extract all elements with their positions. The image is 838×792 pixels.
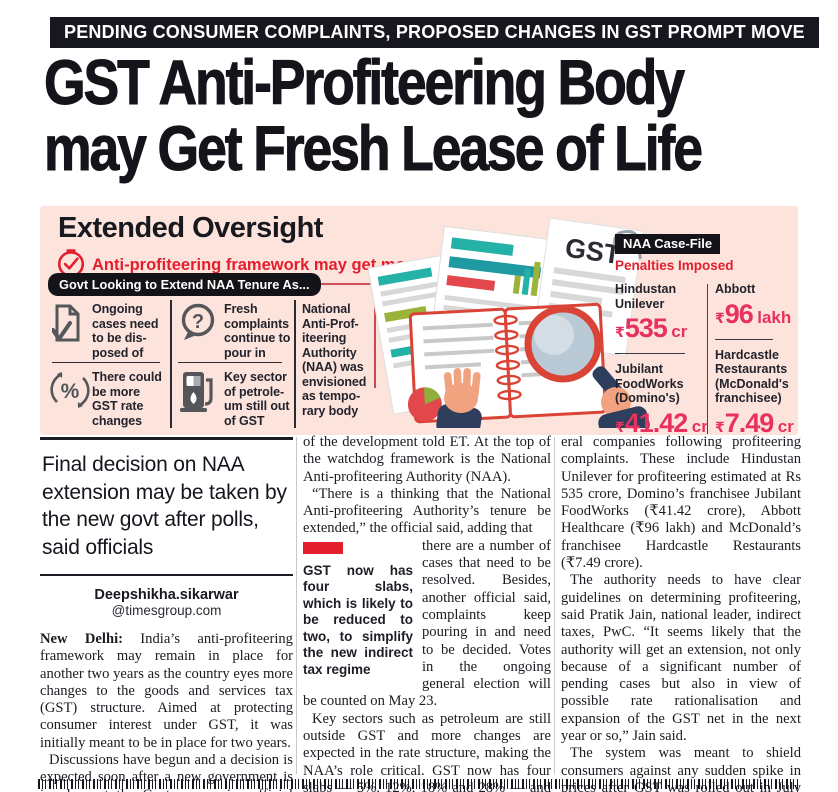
pull-quote-bar — [303, 541, 343, 554]
penalty-company: Hardcastle Restaurants (McDonald's franc… — [715, 347, 789, 406]
byline: Deepshikha.sikarwar @timesgroup.com — [40, 576, 293, 631]
casefile-subtitle: Penalties Imposed — [615, 258, 734, 273]
headline-line-2: may Get Fresh Lease of Life — [44, 114, 704, 184]
paragraph: “There is a thinking that the National A… — [303, 485, 551, 537]
naa-casefile-panel: NAA Case-File Penalties Imposed Hindusta… — [615, 234, 794, 442]
reason-petroleum: Key sector of petrole-um still out of GS… — [224, 370, 290, 428]
paragraph: New Delhi: India’s anti-profiteering fra… — [40, 631, 293, 751]
casefile-entry: Abbott ₹96 lakh — [715, 282, 793, 330]
divider — [178, 362, 282, 363]
penalty-company: Abbott — [715, 282, 756, 296]
rupee-symbol: ₹ — [615, 324, 625, 340]
infographic-panel: Extended Oversight Anti-profiteering fra… — [40, 206, 798, 438]
svg-text:%: % — [61, 380, 80, 403]
penalty-amount: ₹7.49 cr — [715, 407, 794, 438]
byline-author: Deepshikha.sikarwar — [94, 587, 239, 603]
dateline: New Delhi: — [40, 631, 123, 647]
divider — [715, 338, 773, 340]
article-text: eral companies following profiteering co… — [561, 434, 801, 792]
paragraph: eral companies following profiteering co… — [561, 434, 801, 572]
article-column-1: Final decision on NAA extension may be t… — [40, 437, 293, 792]
penalty-company: Hindustan Unilever — [615, 282, 677, 311]
kicker-banner: PENDING CONSUMER COMPLAINTS, PROPOSED CH… — [50, 17, 819, 48]
paragraph: there are a number of cases that need to… — [303, 537, 551, 710]
reason-fresh-complaints: Fresh complaints continue to pour in — [224, 302, 291, 360]
article-column-2: of the development told ET. At the top o… — [303, 434, 551, 792]
document-check-icon — [52, 304, 80, 342]
infographic-title: Extended Oversight — [58, 212, 323, 244]
penalty-amount: ₹535 cr — [615, 313, 688, 343]
percent-cycle-icon: % — [50, 372, 90, 408]
question-bubble-icon: ? — [181, 303, 215, 340]
govt-banner: Govt Looking to Extend NAA Tenure As... — [48, 273, 321, 296]
column-rule — [554, 437, 555, 774]
paragraph: The authority needs to have clear guidel… — [561, 572, 801, 745]
reasons-grid: Ongoing cases need to be dis-posed of % … — [50, 300, 372, 428]
divider — [294, 300, 296, 428]
article-column-3: eral companies following profiteering co… — [561, 434, 801, 792]
clock-icon — [57, 249, 85, 278]
svg-text:?: ? — [192, 311, 204, 333]
reason-rate-changes: There could be more GST rate changes — [92, 370, 162, 428]
column-rule — [296, 437, 297, 774]
rupee-symbol: ₹ — [615, 418, 625, 435]
divider — [40, 437, 293, 440]
headline-line-1: GST Anti-Profiteering Body — [44, 48, 686, 118]
byline-handle: @timesgroup.com — [111, 603, 222, 618]
rupee-symbol: ₹ — [715, 309, 725, 326]
divider — [170, 300, 172, 428]
standfirst: Final decision on NAA extension may be t… — [42, 453, 287, 559]
pull-quote-text: GST now has four slabs, which is likely … — [303, 562, 413, 677]
casefile-entry: Hindustan Unilever ₹535 cr — [615, 282, 703, 344]
penalty-company: Jubilant FoodWorks (Domino's) — [615, 362, 684, 405]
casefile-title: NAA Case-File — [615, 234, 721, 254]
divider — [52, 362, 160, 363]
casefile-grid: Hindustan Unilever ₹535 cr Jubilant Food… — [615, 282, 794, 442]
article-text: of the development told ET. At the top o… — [303, 434, 551, 792]
casefile-entry: Hardcastle Restaurants (McDonald's franc… — [715, 347, 794, 439]
penalty-amount: ₹96 lakh — [715, 298, 792, 329]
reason-ongoing-cases: Ongoing cases need to be dis-posed of — [92, 302, 159, 360]
paragraph: of the development told ET. At the top o… — [303, 434, 551, 485]
article-text: New Delhi: India’s anti-profiteering fra… — [40, 631, 293, 792]
casefile-column-left: Hindustan Unilever ₹535 cr Jubilant Food… — [615, 282, 708, 439]
casefile-column-right: Abbott ₹96 lakh Hardcastle Restaurants (… — [715, 282, 794, 439]
casefile-entry: Jubilant FoodWorks (Domino's) ₹41.42 cr — [615, 362, 708, 439]
divider — [40, 574, 293, 576]
fuel-pump-icon — [180, 372, 213, 412]
pull-quote: GST now has four slabs, which is likely … — [303, 541, 413, 679]
divider — [707, 284, 708, 434]
barcode-strip — [38, 779, 798, 789]
divider — [615, 353, 685, 354]
headline: GST Anti-Profiteering Body may Get Fresh… — [44, 48, 704, 184]
magnifier-audit-illustration: GST — [367, 217, 650, 428]
rupee-symbol: ₹ — [715, 418, 725, 435]
penalty-amount: ₹41.42 cr — [615, 407, 708, 438]
